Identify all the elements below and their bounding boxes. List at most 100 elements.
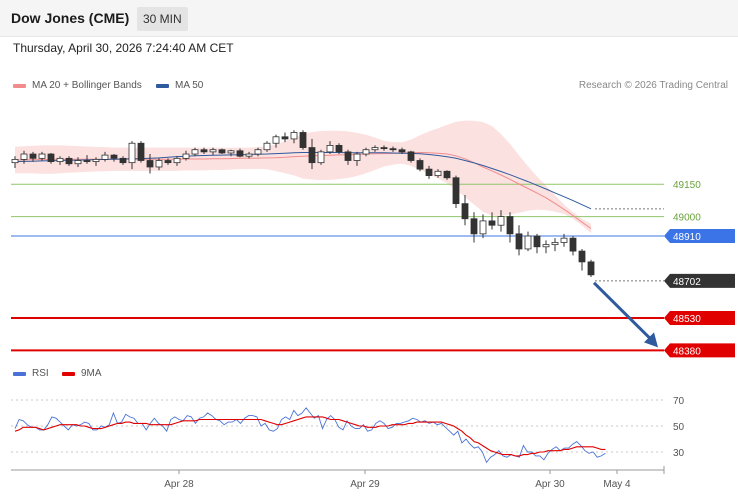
level-tag-48530 [664, 310, 735, 325]
bollinger-bands-layer [15, 120, 591, 234]
ma20-line [14, 151, 592, 229]
candle-body [29, 153, 37, 159]
candle-body [434, 170, 442, 177]
candle-body [533, 235, 541, 248]
candle-body [245, 153, 253, 157]
candle-body [209, 149, 217, 153]
level-label-49150: 49150 [673, 180, 701, 191]
candle-body [551, 242, 559, 246]
legend-9ma-label: 9MA [81, 368, 102, 379]
rsi-swatch [13, 371, 26, 376]
legend-9ma: 9MA [62, 368, 102, 379]
instrument-title: Dow Jones (CME) [11, 10, 130, 26]
rsi-tick-label: 50 [673, 422, 685, 433]
candle-body [461, 203, 469, 220]
projection-arrow-layer [592, 281, 658, 348]
timestamp: Thursday, April 30, 2026 7:24:40 AM CET [13, 41, 234, 55]
candle-body [263, 142, 271, 151]
candle-body [308, 147, 316, 164]
candle-body [128, 142, 136, 164]
candle-body [524, 235, 532, 250]
candle-body [137, 142, 145, 161]
candle-body [227, 150, 235, 154]
legend-ma50: MA 50 [156, 80, 203, 91]
legend-ma50-label: MA 50 [175, 80, 204, 91]
rsi-9ma-line [14, 416, 606, 457]
candle-body [353, 153, 361, 161]
candle-body [119, 157, 127, 164]
legend-bollinger: MA 20 + Bollinger Bands [13, 80, 142, 91]
ma50-swatch [156, 83, 169, 88]
candle-body [335, 145, 343, 153]
candle-body [542, 244, 550, 248]
x-tick-label: Apr 30 [535, 479, 565, 490]
candle-body [272, 136, 280, 144]
timeframe-button[interactable]: 30 MIN [137, 7, 188, 31]
candle-body [11, 159, 19, 164]
legend-bollinger-label: MA 20 + Bollinger Bands [32, 80, 142, 91]
candle-body [560, 237, 568, 243]
candle-body [479, 220, 487, 235]
candles-layer [11, 130, 595, 277]
candle-body [587, 261, 595, 276]
candle-body [443, 170, 451, 179]
candle-body [515, 233, 523, 250]
candle-body [101, 154, 109, 160]
candle-body [407, 151, 415, 161]
candle-body [218, 149, 226, 154]
candle-body [65, 157, 73, 165]
rsi-tick-label: 30 [673, 448, 685, 459]
moving-averages-layer [14, 151, 592, 229]
projection-arrow-head [644, 332, 658, 348]
candle-body [299, 132, 307, 148]
price-levels-layer [11, 183, 664, 352]
x-tick-label: Apr 29 [350, 479, 380, 490]
candle-body [164, 160, 172, 164]
candle-body [92, 159, 100, 162]
candle-body [173, 157, 181, 164]
candle-body [578, 250, 586, 263]
level-tag-48910 [664, 229, 735, 243]
rsi-tick-label: 70 [673, 396, 685, 407]
candle-body [83, 160, 91, 162]
candle-body [389, 148, 397, 151]
candle-body [56, 157, 64, 162]
x-tick-label: May 4 [603, 479, 631, 490]
candle-body [506, 216, 514, 235]
candle-body [236, 150, 244, 157]
candle-body [20, 153, 28, 160]
candle-body [191, 149, 199, 155]
candle-body [452, 177, 460, 205]
bollinger-swatch [13, 83, 26, 88]
candle-body [326, 145, 334, 153]
candle-body [254, 149, 262, 155]
candle-body [488, 220, 496, 226]
candle-body [200, 149, 208, 153]
candle-body [317, 151, 325, 164]
bollinger-band-area [15, 120, 591, 234]
candle-body [416, 160, 424, 170]
level-label-48380: 48380 [673, 346, 701, 357]
ma9-swatch [62, 371, 75, 376]
level-label-49000: 49000 [673, 213, 701, 224]
candle-body [290, 132, 298, 140]
x-tick-label: Apr 28 [164, 479, 194, 490]
projection-arrow-shaft [592, 281, 654, 342]
last-price-label: 48702 [673, 277, 701, 288]
candle-body [362, 149, 370, 155]
candle-body [425, 168, 433, 177]
candle-body [155, 160, 163, 168]
candle-body [110, 154, 118, 159]
legend-rsi-label: RSI [32, 368, 49, 379]
candle-body [380, 147, 388, 150]
level-tag-48380 [664, 343, 735, 358]
legend-rsi: RSI [13, 368, 49, 379]
rsi-panel: 70 50 30 [11, 396, 685, 464]
candle-body [74, 160, 82, 165]
rsi-line [14, 407, 606, 464]
level-label-48530: 48530 [673, 314, 701, 325]
candle-body [470, 218, 478, 235]
x-axis: Apr 28 Apr 29 Apr 30 May 4 [11, 466, 665, 490]
last-price-tag [664, 273, 735, 288]
